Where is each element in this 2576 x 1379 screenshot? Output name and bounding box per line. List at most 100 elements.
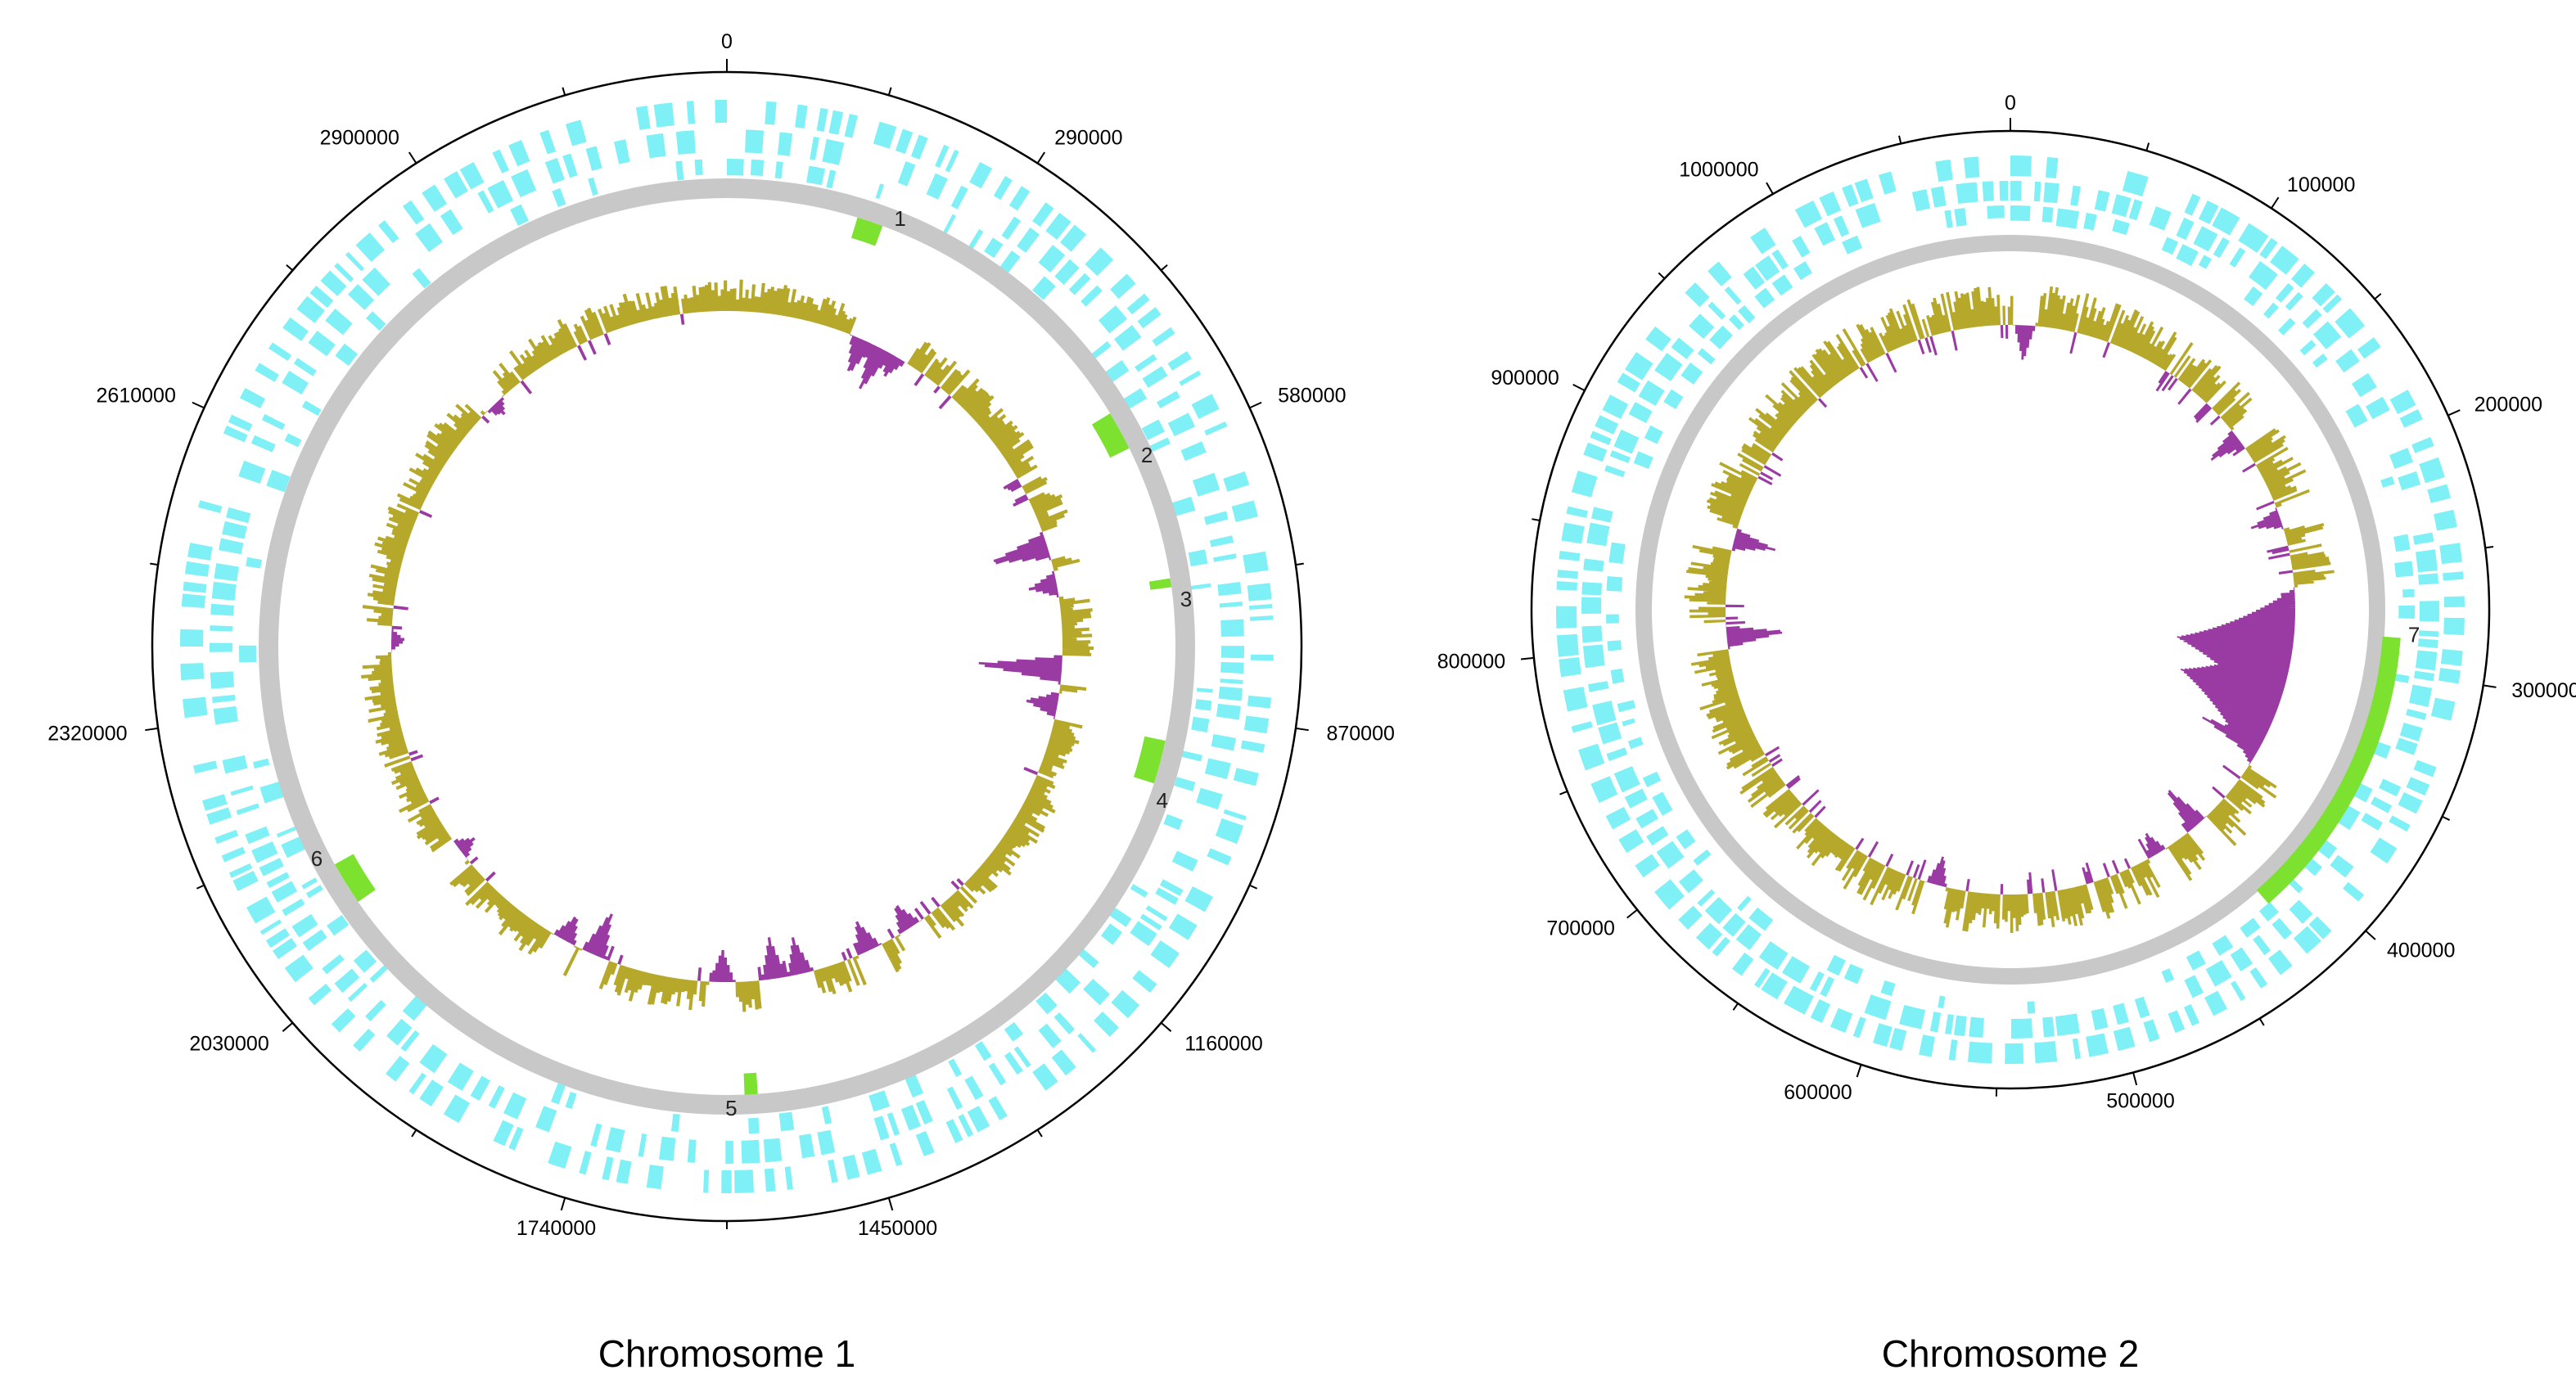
gene-feature xyxy=(1911,189,1931,212)
gene-feature xyxy=(2184,975,2204,998)
gene-feature xyxy=(1945,1014,1954,1034)
gene-feature xyxy=(268,342,292,362)
gene-feature xyxy=(1083,978,1110,1006)
gene-feature xyxy=(2184,193,2201,216)
chromosome-1-backbone-ring xyxy=(259,178,1195,1115)
gene-feature xyxy=(2398,605,2415,619)
gene-feature xyxy=(2417,638,2438,649)
gene-feature xyxy=(1130,884,1148,898)
gene-feature xyxy=(2083,212,2097,231)
gene-feature xyxy=(2398,471,2421,491)
gene-feature xyxy=(2389,815,2411,832)
major-tick xyxy=(560,1197,566,1211)
gene-feature xyxy=(810,136,819,160)
gene-feature xyxy=(470,1075,491,1101)
gene-feature xyxy=(1712,936,1730,957)
gene-feature xyxy=(246,557,262,569)
gene-feature xyxy=(261,413,286,430)
gene-feature xyxy=(334,263,354,282)
gene-feature xyxy=(1880,980,1896,997)
gene-feature xyxy=(1586,522,1610,547)
gene-feature xyxy=(2198,200,2219,225)
gene-feature xyxy=(1190,583,1211,590)
major-tick xyxy=(2483,684,2497,688)
gene-feature xyxy=(2402,588,2415,598)
tick-label: 700000 xyxy=(1546,917,1614,940)
gene-feature xyxy=(1633,451,1653,470)
gene-feature xyxy=(1135,354,1157,372)
gene-feature xyxy=(675,160,684,181)
gene-feature xyxy=(2443,617,2465,636)
gene-feature xyxy=(1220,646,1244,659)
gene-feature xyxy=(2111,194,2132,218)
minor-tick xyxy=(562,87,566,96)
gene-feature xyxy=(2258,902,2279,922)
gene-feature xyxy=(214,563,239,582)
genomic-island xyxy=(850,217,883,246)
tick-label: 900000 xyxy=(1491,367,1559,390)
gene-feature xyxy=(1220,661,1244,674)
gene-feature xyxy=(2168,1010,2186,1034)
gene-feature xyxy=(1078,949,1099,969)
gene-feature xyxy=(2351,372,2377,398)
gene-feature xyxy=(369,965,388,983)
gene-feature xyxy=(1142,366,1168,388)
gene-feature xyxy=(844,114,858,138)
gene-feature xyxy=(1709,325,1733,349)
gene-feature xyxy=(2418,573,2439,585)
gene-feature xyxy=(1967,1041,1993,1064)
gene-feature xyxy=(2415,650,2438,671)
gene-feature xyxy=(212,694,236,703)
gene-feature xyxy=(2413,759,2437,777)
gene-feature xyxy=(1561,522,1585,544)
gene-feature xyxy=(1654,879,1685,910)
gene-feature xyxy=(2302,309,2322,329)
gene-feature xyxy=(2406,709,2427,720)
gene-feature xyxy=(1864,994,1892,1021)
gene-feature xyxy=(2263,302,2279,319)
gene-feature xyxy=(221,846,246,863)
gene-feature xyxy=(2270,246,2299,275)
gene-feature xyxy=(2176,217,2195,241)
gene-feature xyxy=(1004,1052,1023,1075)
gene-feature xyxy=(320,270,347,296)
gene-feature xyxy=(222,521,248,539)
gene-feature xyxy=(1645,326,1671,352)
gene-feature xyxy=(488,1085,505,1109)
gene-feature xyxy=(230,785,254,796)
gene-feature xyxy=(2357,336,2381,359)
gene-feature xyxy=(1111,989,1140,1019)
gene-feature xyxy=(875,183,885,200)
gene-feature xyxy=(817,1129,836,1156)
gene-feature xyxy=(1180,441,1207,462)
gene-feature xyxy=(2091,1007,2109,1030)
major-tick xyxy=(2132,1072,2138,1086)
gene-feature xyxy=(362,267,390,296)
gene-feature xyxy=(2285,291,2303,311)
gene-feature xyxy=(1607,640,1622,651)
gene-feature xyxy=(2406,777,2430,796)
gene-feature xyxy=(1217,581,1242,597)
island-label: 1 xyxy=(894,206,905,231)
gene-feature xyxy=(2343,881,2365,902)
gene-feature xyxy=(653,102,674,128)
gene-feature xyxy=(2433,509,2457,531)
gene-feature xyxy=(1219,602,1243,608)
major-tick xyxy=(192,401,205,409)
gene-feature xyxy=(1051,1049,1076,1076)
gene-feature xyxy=(1771,249,1789,270)
gene-feature xyxy=(861,1148,882,1175)
gene-feature xyxy=(1969,1016,1984,1038)
gene-feature xyxy=(2312,354,2328,368)
gene-feature xyxy=(1695,922,1723,950)
gene-feature xyxy=(386,1018,413,1046)
gene-feature xyxy=(565,1091,577,1110)
gene-feature xyxy=(2212,935,2234,956)
gene-feature xyxy=(1810,998,1831,1024)
gene-feature xyxy=(2419,457,2445,484)
gene-feature xyxy=(2438,668,2461,684)
gene-feature xyxy=(510,204,529,227)
tick-label: 2610000 xyxy=(97,385,176,408)
gene-feature xyxy=(2193,226,2218,252)
